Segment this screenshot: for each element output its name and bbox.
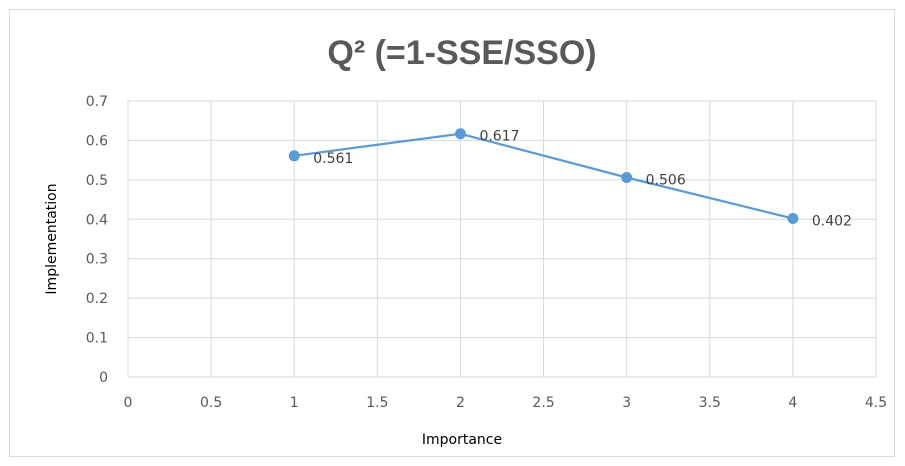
x-tick-label: 2 — [456, 395, 465, 411]
x-axis-ticks: 0 0.5 1 1.5 2 2.5 3 3.5 4 4.5 — [124, 395, 888, 411]
y-tick-label: 0 — [99, 370, 108, 386]
x-tick-label: 0 — [124, 395, 133, 411]
x-tick-label: 3 — [622, 395, 631, 411]
y-tick-label: 0.1 — [86, 331, 108, 347]
x-tick-label: 1.5 — [366, 395, 388, 411]
chart-title: Q² (=1-SSE/SSO) — [327, 34, 596, 72]
chart-frame — [9, 9, 895, 457]
y-tick-label: 0.4 — [86, 212, 108, 228]
y-tick-label: 0.7 — [86, 94, 108, 110]
data-point — [621, 171, 633, 183]
data-point — [454, 128, 466, 140]
x-tick-label: 0.5 — [200, 395, 222, 411]
x-axis-title: Importance — [422, 432, 502, 448]
y-tick-label: 0.6 — [86, 133, 108, 149]
series: 0.561 0.617 0.506 0.402 — [288, 128, 852, 229]
y-tick-label: 0.3 — [86, 252, 108, 268]
data-point — [787, 212, 799, 224]
series-line — [294, 132, 794, 220]
data-label: 0.402 — [812, 213, 852, 229]
x-tick-label: 1 — [290, 395, 299, 411]
x-tick-label: 4.5 — [865, 395, 887, 411]
x-tick-label: 4 — [788, 395, 797, 411]
y-axis-title: Implementation — [44, 183, 60, 294]
grid — [127, 100, 877, 378]
data-label: 0.506 — [646, 172, 686, 188]
x-tick-label: 3.5 — [699, 395, 721, 411]
y-axis-ticks: 0 0.1 0.2 0.3 0.4 0.5 0.6 0.7 — [86, 94, 108, 386]
data-point — [288, 150, 300, 162]
data-label: 0.561 — [313, 151, 353, 167]
data-label: 0.617 — [479, 129, 519, 145]
y-tick-label: 0.5 — [86, 173, 108, 189]
y-tick-label: 0.2 — [86, 291, 108, 307]
x-tick-label: 2.5 — [532, 395, 554, 411]
